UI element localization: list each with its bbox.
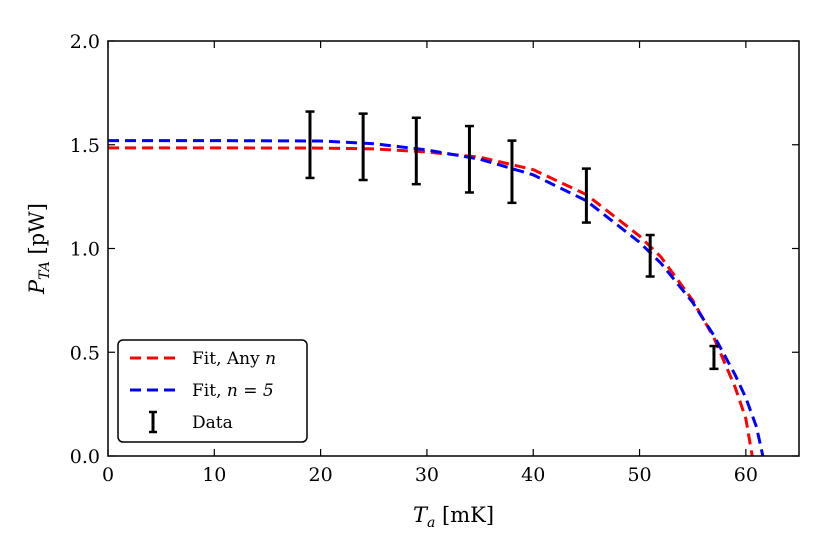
legend-box xyxy=(117,339,308,443)
data-errorbar xyxy=(411,116,421,186)
x-tick-label: 60 xyxy=(734,464,758,486)
plot-frame xyxy=(107,40,800,457)
errorbar-layer xyxy=(305,110,719,371)
fit-n5-line xyxy=(108,139,765,457)
legend-label-any-n: Fit, Any n xyxy=(192,349,276,369)
legend-label-n5-text: Fit, xyxy=(192,381,227,401)
legend-swatch-data xyxy=(149,410,157,434)
x-tick-label: 10 xyxy=(202,464,226,486)
x-tick-label: 0 xyxy=(102,464,114,486)
data-errorbar xyxy=(581,167,591,224)
y-axis-label-sub: TA xyxy=(37,261,53,280)
legend-label-n5-var: n = 5 xyxy=(227,381,274,401)
y-tick-label: 2.0 xyxy=(70,31,100,53)
legend-label-data: Data xyxy=(192,413,233,433)
x-axis-label-sub: a xyxy=(427,515,435,531)
data-errorbar xyxy=(507,139,517,205)
y-tick-label: 1.5 xyxy=(70,135,100,157)
y-axis-label: PTA [pW] xyxy=(25,203,53,295)
y-tick-label: 0.0 xyxy=(70,446,100,468)
legend-label-any-n-var: n xyxy=(265,349,276,369)
data-errorbar xyxy=(358,112,368,182)
x-tick-label: 20 xyxy=(309,464,333,486)
y-tick-label: 0.5 xyxy=(70,342,100,364)
axis-ticks: 0 10 20 30 40 50 60 0.0 0.5 1.0 1.5 2.0 xyxy=(70,31,799,486)
y-tick-label: 1.0 xyxy=(70,239,100,261)
legend: Fit, Any n Fit, n = 5 Data xyxy=(117,339,308,443)
x-axis-label-main: T xyxy=(413,503,429,527)
x-tick-label: 30 xyxy=(415,464,439,486)
legend-label-any-n-text: Fit, Any xyxy=(192,349,265,369)
y-axis-label-unit: [pW] xyxy=(25,203,49,261)
data-errorbar xyxy=(645,233,655,278)
x-tick-label: 40 xyxy=(521,464,545,486)
x-axis-label-unit: [mK] xyxy=(435,503,494,527)
x-axis-label: Ta [mK] xyxy=(413,503,494,531)
legend-label-n5: Fit, n = 5 xyxy=(192,381,274,401)
data-errorbar xyxy=(709,344,719,371)
y-axis-label-main: P xyxy=(25,279,49,295)
data-errorbar xyxy=(305,110,315,180)
x-tick-label: 50 xyxy=(627,464,651,486)
data-errorbar xyxy=(464,124,474,194)
